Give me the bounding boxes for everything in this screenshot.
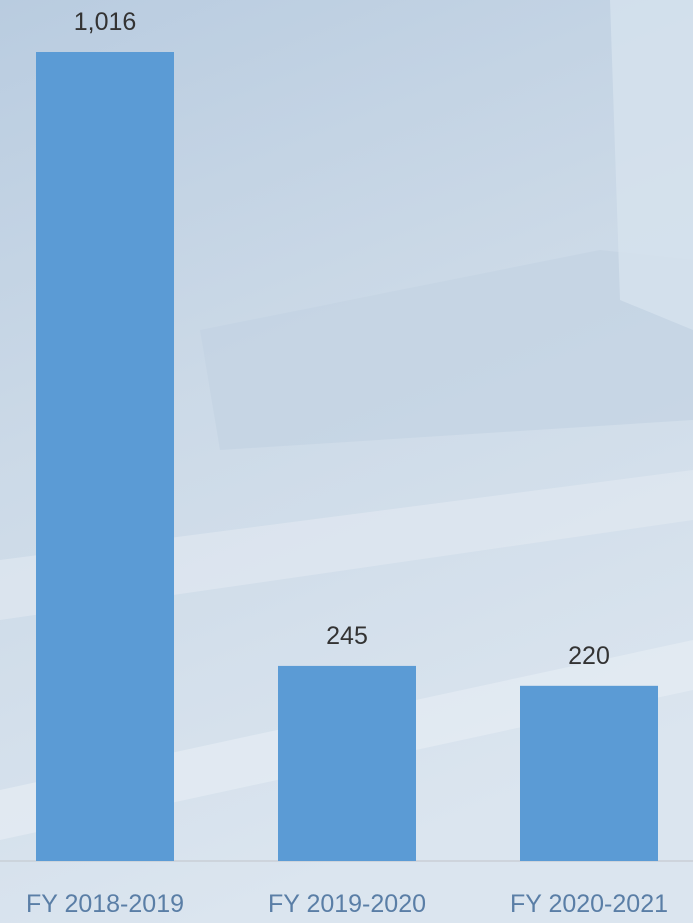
bar	[278, 665, 416, 861]
plot-area: 1,016 FY 2018-2019 245 FY 2019-2020 220 FY 20…	[26, 8, 668, 918]
x-tick-label: FY 2019-2020	[268, 890, 426, 918]
x-tick-label: FY 2020-2021	[510, 890, 668, 918]
background-shape	[610, 0, 693, 330]
background-shape	[200, 250, 693, 450]
value-label: 1,016	[74, 8, 137, 36]
x-tick-label: FY 2018-2019	[26, 890, 184, 918]
bar	[520, 685, 658, 861]
value-label: 245	[326, 622, 368, 650]
bar	[36, 52, 174, 861]
value-label: 220	[568, 642, 610, 670]
